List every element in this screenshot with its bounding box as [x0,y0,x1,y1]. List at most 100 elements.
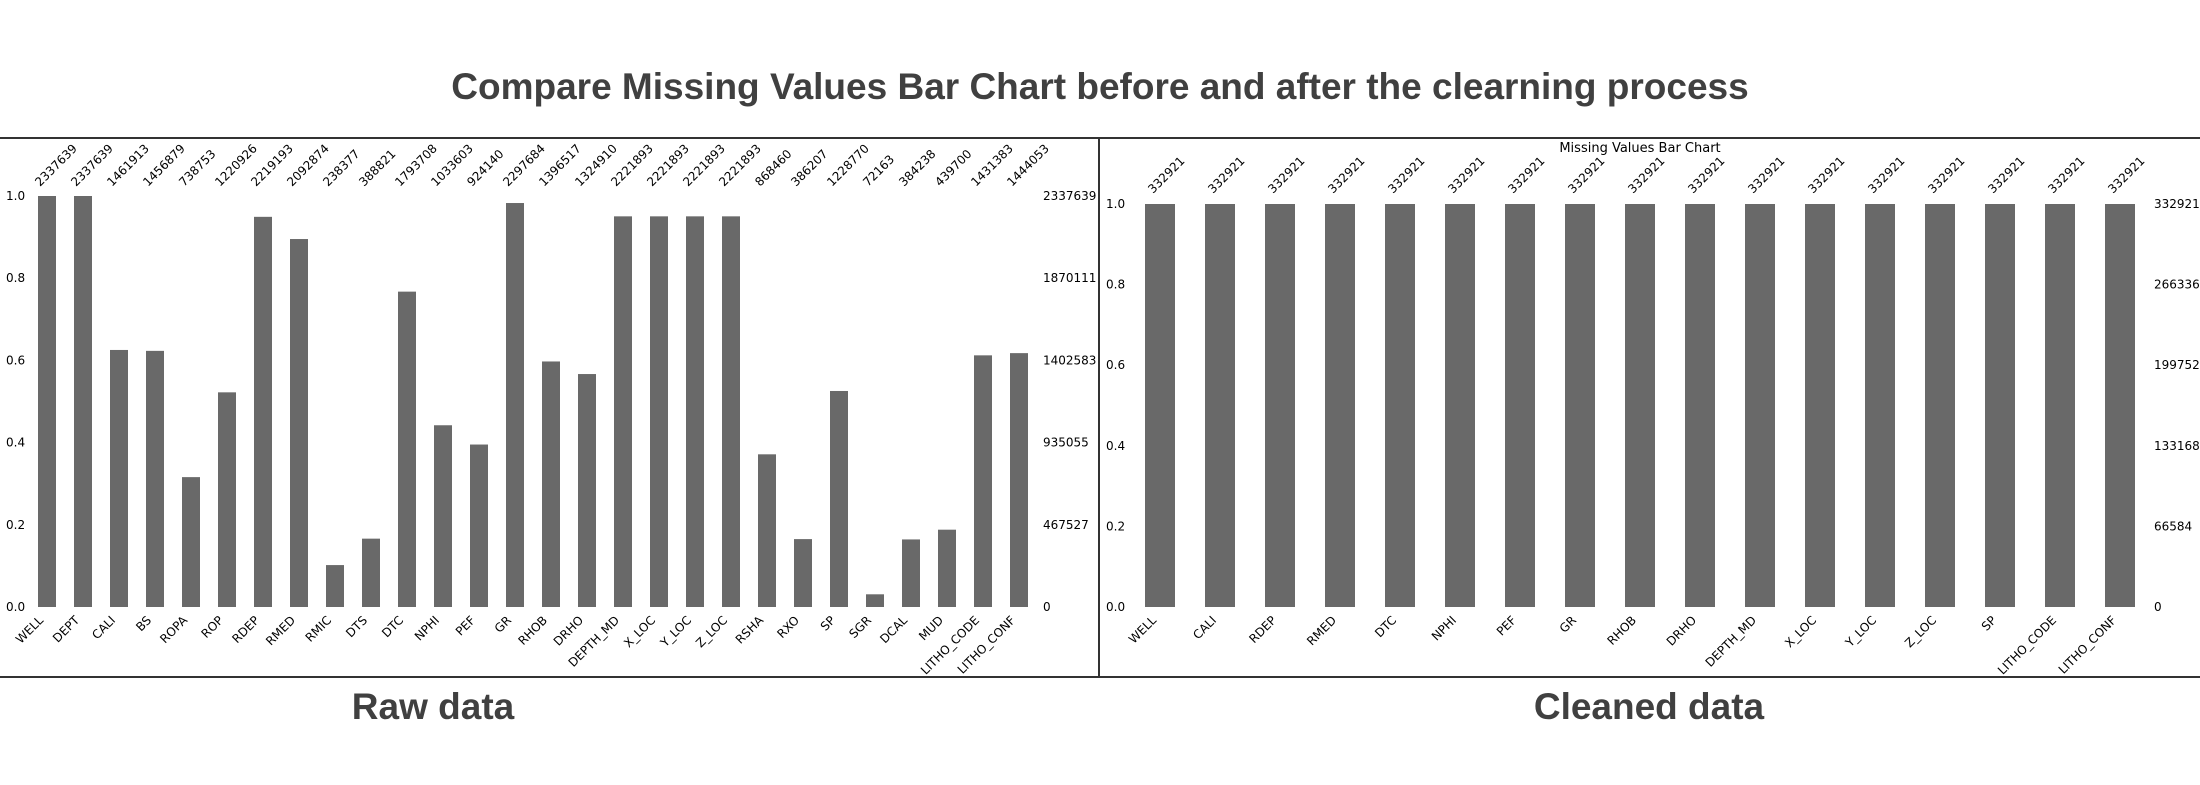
bar-count-label: 439700 [932,147,974,189]
bar [146,350,164,607]
bar [1445,204,1475,607]
x-tick-label: RXO [774,613,802,641]
y-tick-label-left: 0.0 [1106,600,1125,614]
bar [1205,204,1235,607]
y-tick-label-left: 1.0 [1106,197,1125,211]
bar [902,539,920,607]
bar [74,196,92,607]
bar-count-label: 332921 [2045,154,2087,196]
bar-count-label: 332921 [1985,154,2027,196]
bar-count-label: 72163 [860,152,897,189]
bar [398,291,416,607]
bar [794,539,812,607]
x-tick-label: X_LOC [1782,613,1819,650]
x-tick-label: X_LOC [621,613,658,650]
bar-count-label: 386207 [788,147,830,189]
y-tick-label-left: 0.8 [1106,278,1125,292]
cleaned-data-caption: Cleaned data [1533,686,1765,727]
bar-count-label: 332921 [1805,154,1847,196]
x-tick-label: WELL [13,613,46,646]
bar-count-label: 332921 [1145,154,1187,196]
x-tick-label: LITHO_CONF [2056,613,2120,677]
y-tick-label-right: 199752 [2154,358,2200,372]
x-tick-label: DEPTH_MD [1703,613,1760,670]
x-tick-label: RSHA [733,613,767,647]
x-tick-label: SGR [846,613,874,641]
bar [326,565,344,607]
y-tick-label-right: 66584 [2154,519,2192,533]
bar [254,216,272,607]
bar [542,361,560,607]
x-tick-label: RMED [1304,613,1339,648]
raw-data-bar-chart: 0.0 0.2 0.4 0.6 0.8 1.0 0 467527 935055 1402583 18… [6,141,1096,677]
y-tick-label-left: 1.0 [6,189,25,203]
x-tick-label: DCAL [877,613,910,646]
x-tick-label: DTS [343,613,370,640]
bar [1565,204,1595,607]
bar-count-label: 332921 [1565,154,1607,196]
bar-count-label: 332921 [1685,154,1727,196]
bar [1985,204,2015,607]
bar-count-label: 332921 [1385,154,1427,196]
bar [1745,204,1775,607]
x-tick-label: PEF [453,613,478,638]
raw-data-panel: 0.0 0.2 0.4 0.6 0.8 1.0 0 467527 935055 1402583 18… [0,137,1101,678]
bar [938,529,956,607]
bar [38,196,56,607]
bar [686,216,704,608]
bar-count-label: 332921 [1205,154,1247,196]
x-tick-label: NPHI [412,613,442,643]
y-tick-label-right: 0 [2154,600,2162,614]
x-tick-label: DEPT [50,613,83,646]
cleaned-data-panel: Missing Values Bar Chart 0.0 0.2 0.4 0.6 0.8 1… [1098,137,2200,678]
x-tick-label: Z_LOC [693,613,730,650]
bar [1010,353,1028,607]
x-tick-label: Y_LOC [657,613,694,650]
x-tick-label: Z_LOC [1902,613,1939,650]
bar [290,239,308,607]
x-tick-label: SP [818,613,838,633]
y-tick-label-right: 266336 [2154,278,2200,292]
x-tick-label: BS [133,613,154,634]
y-tick-label-right: 1870111 [1043,271,1096,285]
bar [1625,204,1655,607]
bar-count-label: 332921 [1505,154,1547,196]
bar-count-label: 332921 [1625,154,1667,196]
x-tick-label: DRHO [1664,613,1699,648]
bar [1385,204,1415,607]
bar-count-label: 332921 [1865,154,1907,196]
x-tick-label: RHOB [515,613,550,648]
raw-data-caption: Raw data [351,686,515,727]
bar [218,392,236,607]
bar [1325,204,1355,607]
bar [1145,204,1175,607]
bar-count-label: 332921 [1265,154,1307,196]
x-tick-label: PEF [1494,613,1519,638]
bar [974,355,992,607]
bar [578,374,596,607]
x-tick-label: MUD [916,613,946,643]
y-tick-label-right: 133168 [2154,439,2200,453]
bar [614,216,632,608]
bar-count-label: 332921 [1445,154,1487,196]
x-tick-label: GR [1557,613,1579,635]
bar-count-label: 384238 [896,147,938,189]
bar-count-label: 332921 [1925,154,1967,196]
y-tick-label-left: 0.4 [6,436,25,450]
y-tick-label-left: 0.2 [6,518,25,532]
bar [1265,204,1295,607]
x-tick-label: RDEP [229,613,262,646]
bar [362,538,380,607]
x-tick-label: ROP [199,613,227,641]
bar [866,594,884,607]
y-tick-label-left: 0.0 [6,600,25,614]
y-tick-label-right: 467527 [1043,518,1089,532]
bar [1805,204,1835,607]
bar [1685,204,1715,607]
bar-count-label: 332921 [2105,154,2147,196]
y-tick-label-right: 1402583 [1043,353,1096,367]
x-tick-label: RMED [263,613,298,648]
bar [434,425,452,607]
x-tick-label: LITHO_CODE [1995,613,2059,677]
x-tick-label: NPHI [1429,613,1459,643]
